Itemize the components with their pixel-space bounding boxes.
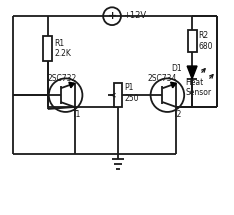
Bar [43, 36, 52, 61]
Text: R1
2.2K: R1 2.2K [54, 39, 71, 58]
Bar [188, 30, 197, 52]
Text: +: + [107, 11, 117, 21]
Text: T1: T1 [72, 110, 81, 119]
Text: Heat
Sensor: Heat Sensor [185, 78, 211, 97]
Polygon shape [187, 66, 197, 79]
Text: 2SC732: 2SC732 [47, 74, 76, 83]
Polygon shape [171, 82, 176, 88]
Text: 2SC734: 2SC734 [148, 74, 177, 83]
Text: +12V: +12V [123, 11, 146, 20]
Text: T2: T2 [173, 110, 183, 119]
Polygon shape [69, 82, 74, 88]
Text: D1: D1 [172, 64, 182, 73]
Text: P1
250: P1 250 [124, 83, 139, 103]
Bar [113, 83, 122, 107]
Text: R2
680: R2 680 [198, 31, 213, 51]
